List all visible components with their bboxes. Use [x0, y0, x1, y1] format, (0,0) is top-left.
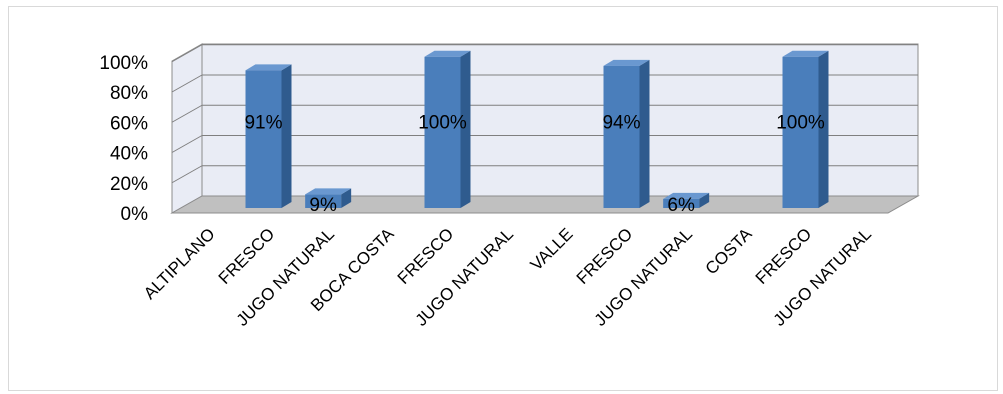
x-tick-label: FRESCO [573, 224, 637, 288]
y-tick-label: 20% [110, 174, 148, 195]
gridline-side [171, 74, 203, 93]
bar-top [245, 64, 292, 71]
x-tick-label: COSTA [702, 224, 756, 278]
data-label: 100% [776, 112, 825, 133]
bar [305, 194, 342, 208]
bar [603, 65, 640, 208]
y-tick-label: 0% [121, 204, 149, 225]
y-tick-label: 100% [99, 53, 148, 74]
y-tick-label: 60% [110, 113, 148, 134]
data-label: 91% [244, 112, 282, 133]
data-label: 94% [602, 112, 640, 133]
bar-top [305, 188, 352, 195]
bar [245, 70, 282, 208]
bar [424, 56, 461, 208]
data-label: 100% [418, 112, 467, 133]
bar-top [603, 59, 650, 66]
x-tick-label: ALTIPLANO [140, 224, 219, 303]
bar-side [281, 64, 292, 208]
gridline-side [171, 135, 203, 153]
gridline-side [171, 44, 203, 63]
bar-top [663, 192, 710, 199]
x-tick-label: FRESCO [215, 224, 279, 288]
bar [782, 56, 819, 208]
bar-side [341, 188, 352, 208]
bar-side [818, 50, 829, 208]
bar-side [639, 59, 650, 209]
data-label: 9% [309, 195, 337, 216]
gridline-side [171, 104, 203, 123]
bar-top [782, 50, 829, 57]
bar [663, 198, 700, 208]
bar-side [699, 192, 710, 208]
gridline-side [171, 165, 203, 184]
y-tick-label: 40% [110, 144, 148, 165]
x-tick-label: VALLE [527, 224, 577, 274]
x-tick-label: FRESCO [752, 224, 816, 288]
x-tick-label: FRESCO [394, 224, 458, 288]
bar-top [424, 50, 471, 57]
side-wall [171, 43, 203, 214]
floor [170, 195, 920, 214]
bar-side [460, 50, 471, 208]
data-label: 6% [667, 195, 695, 216]
y-tick-label: 80% [110, 83, 148, 104]
